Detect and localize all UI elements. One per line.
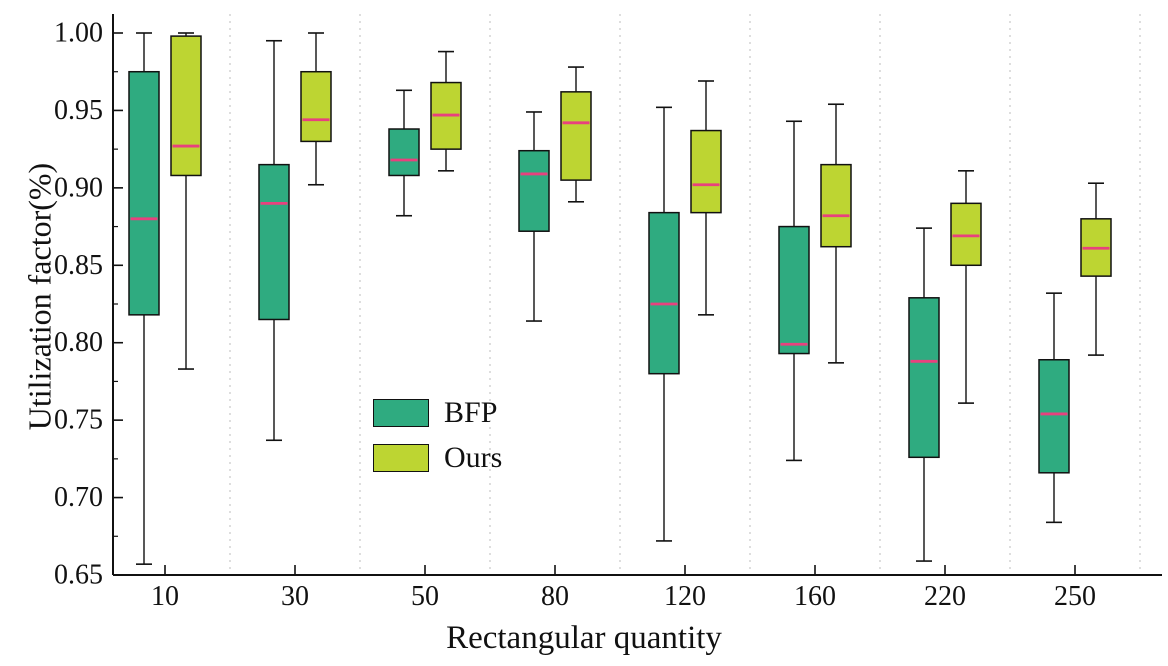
y-tick-label: 0.75 bbox=[54, 405, 103, 436]
y-tick-label: 0.80 bbox=[54, 327, 103, 358]
x-tick-label: 50 bbox=[411, 581, 439, 612]
legend-item-bfp: BFP bbox=[373, 396, 502, 429]
box-ours-50 bbox=[430, 50, 462, 172]
box-ours-80 bbox=[560, 66, 592, 203]
box-ours-160 bbox=[820, 103, 852, 364]
x-tick-label: 220 bbox=[924, 581, 966, 612]
series-bfp bbox=[128, 32, 1070, 565]
y-axis-label: Utilization factor(%) bbox=[21, 162, 58, 431]
box-bfp-30 bbox=[258, 39, 290, 442]
box-ours-10 bbox=[170, 32, 202, 370]
x-tick-label: 30 bbox=[281, 581, 309, 612]
series-ours bbox=[170, 32, 1112, 404]
legend-item-ours: Ours bbox=[373, 441, 503, 474]
x-tick-label: 160 bbox=[794, 581, 836, 612]
box-bfp-250 bbox=[1038, 292, 1070, 524]
box-bfp-160 bbox=[778, 120, 810, 462]
y-tick-label: 0.85 bbox=[54, 250, 103, 281]
y-tick-label: 0.70 bbox=[54, 482, 103, 513]
ours-color-swatch bbox=[373, 444, 429, 472]
axes bbox=[112, 14, 1162, 576]
y-tick-label: 0.65 bbox=[54, 560, 103, 591]
y-tick-label: 0.95 bbox=[54, 95, 103, 126]
legend-label-ours: Ours bbox=[444, 441, 503, 474]
box-bfp-10 bbox=[128, 32, 160, 565]
box-ours-120 bbox=[690, 80, 722, 316]
box-ours-250 bbox=[1080, 182, 1112, 356]
box-bfp-120 bbox=[648, 106, 680, 542]
box-bfp-50 bbox=[388, 89, 420, 217]
box-bfp-80 bbox=[518, 111, 550, 322]
box-bfp-220 bbox=[908, 227, 940, 562]
x-tick-label: 10 bbox=[151, 581, 179, 612]
legend-label-bfp: BFP bbox=[444, 396, 498, 429]
y-tick-label: 0.90 bbox=[54, 172, 103, 203]
x-tick-labels: 10 30 50 80 120 160 220 250 bbox=[151, 565, 1096, 612]
category-separators bbox=[229, 14, 1141, 575]
y-tick-labels: 0.65 0.70 0.75 0.80 0.85 0.90 0.95 1.00 bbox=[54, 18, 123, 591]
x-tick-label: 250 bbox=[1054, 581, 1096, 612]
box-ours-220 bbox=[950, 170, 982, 404]
x-axis-label: Rectangular quantity bbox=[446, 620, 722, 656]
y-tick-label: 1.00 bbox=[54, 18, 103, 49]
legend: BFP Ours bbox=[373, 396, 503, 474]
bfp-color-swatch bbox=[373, 399, 429, 427]
box-ours-30 bbox=[300, 32, 332, 186]
x-tick-label: 120 bbox=[664, 581, 706, 612]
x-tick-label: 80 bbox=[541, 581, 569, 612]
